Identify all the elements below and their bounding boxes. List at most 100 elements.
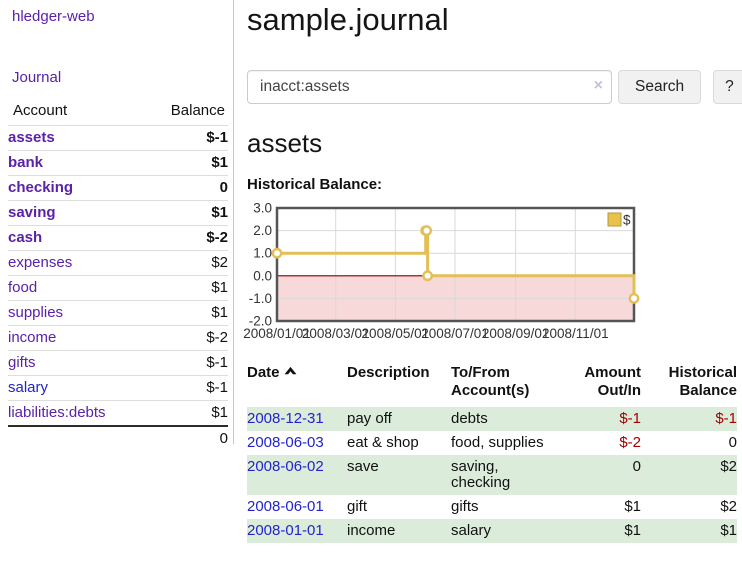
search-input[interactable] — [247, 70, 612, 104]
legend-label: $ — [623, 213, 631, 228]
account-row: gifts $-1 — [8, 350, 228, 376]
account-row: saving $1 — [8, 200, 228, 226]
transaction-balance: $-1 — [715, 410, 737, 427]
historical-balance-chart: $3.0 2.0 1.0 0.0 -1.0 -2.02008/01/012008/03/0… — [243, 201, 640, 341]
account-balance: $-1 — [206, 129, 228, 146]
register-row: 2008-06-03 eat & shop food, supplies $-2… — [247, 431, 737, 455]
account-row: supplies $1 — [8, 300, 228, 326]
transaction-date-link[interactable]: 2008-01-01 — [247, 522, 324, 539]
sort-ascending-icon — [284, 364, 297, 382]
x-tick-label: 2008/09/01 — [482, 326, 550, 341]
accounts-total-balance: 0 — [219, 430, 228, 447]
accounts-table: Account Balance assets $-1 bank $1 check… — [8, 100, 228, 451]
transaction-balance: $2 — [720, 458, 737, 475]
transaction-date-link[interactable]: 2008-06-03 — [247, 434, 324, 451]
transaction-accounts: salary — [451, 522, 492, 539]
account-link-bank[interactable]: bank — [8, 154, 44, 171]
transaction-date-link[interactable]: 2008-06-02 — [247, 458, 324, 475]
account-row: expenses $2 — [8, 250, 228, 276]
account-balance: $2 — [211, 254, 228, 271]
transaction-description: income — [347, 522, 396, 539]
plot-border — [275, 206, 636, 323]
legend-swatch — [607, 212, 622, 227]
transaction-amount: $-1 — [619, 410, 641, 427]
account-link-gifts[interactable]: gifts — [8, 354, 36, 371]
account-link-expenses[interactable]: expenses — [8, 254, 73, 271]
page-title: sample.journal — [247, 2, 449, 37]
sidebar-item-journal[interactable]: Journal — [12, 69, 62, 86]
transaction-accounts: food, supplies — [451, 434, 544, 451]
account-balance: $1 — [211, 304, 228, 321]
account-row: checking 0 — [8, 175, 228, 201]
account-balance: 0 — [219, 179, 228, 196]
x-tick-label: 2008/03/01 — [302, 326, 370, 341]
transaction-balance: $2 — [720, 498, 737, 515]
account-link-cash[interactable]: cash — [8, 229, 43, 246]
account-row: cash $-2 — [8, 225, 228, 251]
data-point-marker — [271, 247, 283, 259]
register-table: Date Description To/From Account(s) Amou… — [247, 362, 737, 543]
account-row: food $1 — [8, 275, 228, 301]
account-balance: $1 — [211, 154, 228, 171]
register-col-date[interactable]: Date — [247, 362, 347, 407]
transaction-amount: $-2 — [619, 434, 641, 451]
transaction-description: gift — [347, 498, 368, 515]
clear-search-icon[interactable]: × — [593, 77, 603, 94]
account-balance: $1 — [211, 204, 228, 221]
account-link-assets[interactable]: assets — [8, 129, 55, 146]
account-link-saving[interactable]: saving — [8, 204, 56, 221]
account-row: liabilities:debts $1 — [8, 400, 228, 427]
account-row: assets $-1 — [8, 125, 228, 151]
account-row: salary $-1 — [8, 375, 228, 401]
transaction-balance: $1 — [720, 522, 737, 539]
account-row: income $-2 — [8, 325, 228, 351]
register-row: 2008-01-01 income salary $1 $1 — [247, 519, 737, 543]
data-point-marker — [628, 293, 640, 304]
register-col-amount: Amount Out/In — [584, 364, 641, 399]
data-point-marker — [421, 225, 433, 237]
account-link-liabilities-debts[interactable]: liabilities:debts — [8, 404, 106, 421]
search-button[interactable]: Search — [618, 70, 702, 104]
historical-balance-label: Historical Balance: — [247, 176, 383, 193]
account-heading: assets — [247, 128, 323, 158]
sidebar: hledger-web Journal Account Balance asse… — [0, 0, 233, 451]
x-tick-label: 2008/01/01 — [243, 326, 311, 341]
accounts-col-account: Account — [13, 102, 68, 119]
account-balance: $1 — [211, 404, 228, 421]
transaction-description: pay off — [347, 410, 392, 427]
y-tick-label: 0.0 — [253, 268, 272, 283]
register-col-accounts: To/From Account(s) — [451, 364, 530, 399]
help-button[interactable]: ? — [713, 70, 742, 104]
account-balance: $-2 — [206, 329, 228, 346]
register-col-description: Description — [347, 364, 430, 381]
accounts-header-row: Account Balance — [8, 100, 228, 126]
y-tick-label: 1.0 — [253, 246, 272, 261]
app-brand-link[interactable]: hledger-web — [12, 8, 95, 25]
x-tick-label: 2008/11/01 — [542, 326, 609, 341]
account-link-income[interactable]: income — [8, 329, 57, 346]
register-row: 2008-12-31 pay off debts $-1 $-1 — [247, 407, 737, 431]
account-balance: $-2 — [206, 229, 228, 246]
account-link-supplies[interactable]: supplies — [8, 304, 64, 321]
transaction-amount: 0 — [632, 458, 641, 475]
transaction-date-link[interactable]: 2008-06-01 — [247, 498, 324, 515]
transaction-amount: $1 — [624, 498, 641, 515]
account-link-food[interactable]: food — [8, 279, 38, 296]
accounts-col-balance: Balance — [170, 102, 225, 119]
transaction-description: eat & shop — [347, 434, 419, 451]
register-row: 2008-06-02 save saving, checking 0 $2 — [247, 455, 737, 495]
account-link-salary[interactable]: salary — [8, 379, 49, 396]
data-point-marker — [422, 270, 434, 282]
x-tick-label: 2008/05/01 — [362, 326, 430, 341]
main-content: sample.journal × Search ? assets Histori… — [243, 0, 742, 543]
transaction-accounts: debts — [451, 410, 488, 427]
register-header-row: Date Description To/From Account(s) Amou… — [247, 362, 737, 407]
transaction-balance: 0 — [728, 434, 737, 451]
transaction-accounts: saving, checking — [451, 458, 511, 491]
transaction-accounts: gifts — [451, 498, 479, 515]
account-row: bank $1 — [8, 150, 228, 176]
account-link-checking[interactable]: checking — [8, 179, 74, 196]
transaction-date-link[interactable]: 2008-12-31 — [247, 410, 324, 427]
y-tick-label: 2.0 — [253, 223, 272, 238]
x-tick-label: 2008/07/01 — [421, 326, 489, 341]
